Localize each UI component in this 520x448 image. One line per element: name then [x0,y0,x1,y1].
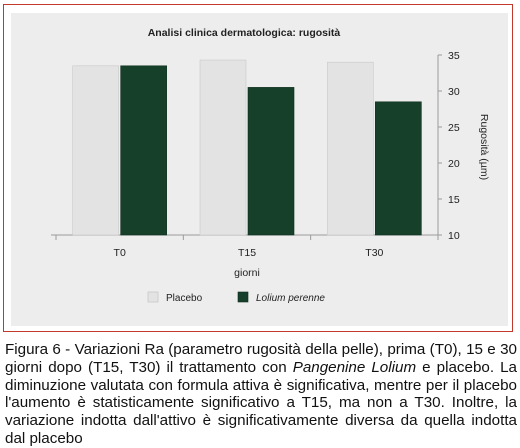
y-tick-label-10: 10 [448,230,460,242]
y-tick-label-35: 35 [448,50,460,62]
x-tick-label-t15: T15 [238,247,256,259]
x-tick-label-t0: T0 [114,247,126,259]
legend-swatch-placebo [147,291,159,303]
bar-lolium-perenne-t15 [247,87,295,236]
y-tick-label-20: 20 [448,158,460,170]
legend-swatch-lolium-perenne [237,291,249,303]
y-tick-label-15: 15 [448,194,460,206]
y-tick-label-30: 30 [448,86,460,98]
figure-caption: Figura 6 - Variazioni Ra (parametro rugo… [5,341,517,448]
legend-label-placebo: Placebo [166,293,203,304]
chart-title: Analisi clinica dermatologica: rugosità [148,27,341,39]
caption-product-name: Pangenine Lolium [292,358,417,376]
x-tick-label-t30: T30 [365,247,383,259]
y-axis-label: Rugosità (µm) [478,114,490,180]
caption-text-part1: Figura 6 - Variazioni Ra (parametro rugo… [5,341,517,376]
legend-label-lolium-perenne: Lolium perenne [256,293,325,304]
bar-chart: Analisi clinica dermatologica: rugosità T… [51,27,490,304]
caption-text-part2: e placebo. La diminuzione valutata con f… [5,358,517,447]
bar-lolium-perenne-t0 [120,65,167,236]
bar-lolium-perenne-t30 [375,101,422,236]
y-tick-label-25: 25 [448,122,460,134]
figure-frame: Analisi clinica dermatologica: rugosità T… [3,4,513,332]
bar-placebo-t0 [72,65,119,236]
x-axis-label: giorni [234,267,260,279]
bar-placebo-t15 [199,59,247,236]
bar-placebo-t30 [327,61,374,236]
